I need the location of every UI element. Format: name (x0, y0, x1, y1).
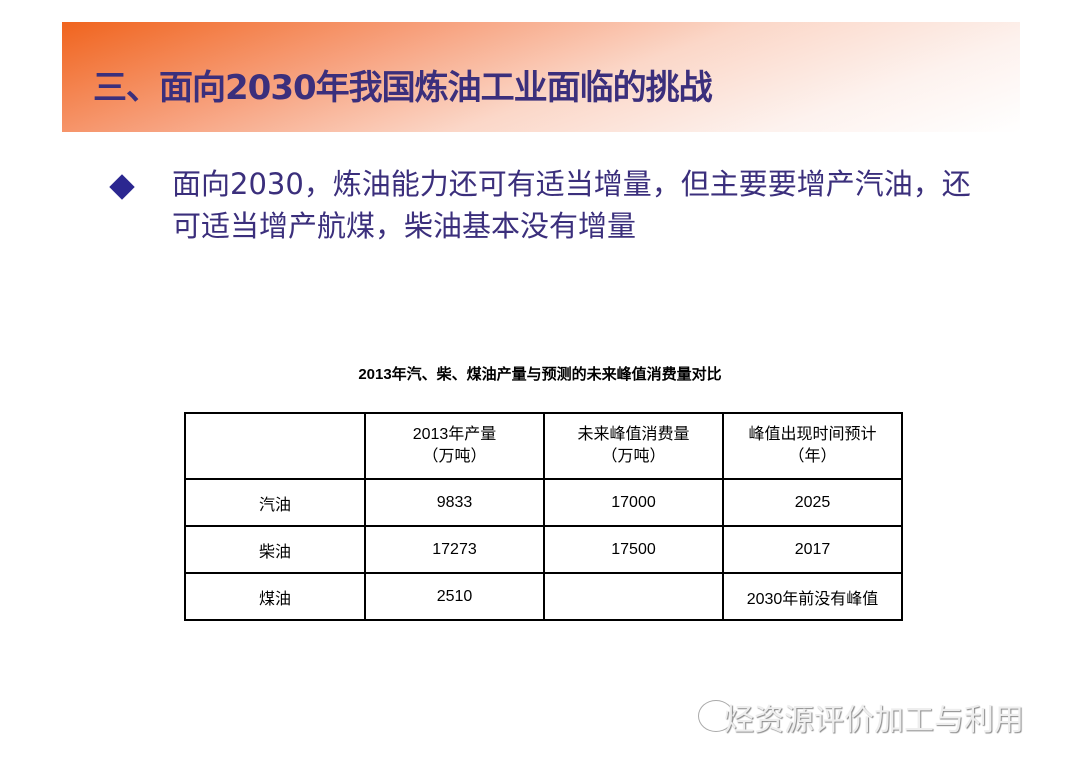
table-row: 汽油 9833 17000 2025 (184, 478, 903, 527)
slide-title: 三、面向2030年我国炼油工业面临的挑战 (93, 68, 713, 108)
row-label: 柴油 (184, 525, 366, 574)
table-header-row: 2013年产量 （万吨） 未来峰值消费量 （万吨） 峰值出现时间预计 （年） (184, 412, 903, 480)
table-cell: 2025 (722, 478, 903, 527)
table-row: 煤油 2510 2030年前没有峰值 (184, 572, 903, 621)
table-cell: 17273 (364, 525, 545, 574)
header-line: 未来峰值消费量 (577, 426, 690, 443)
title-banner (62, 22, 1020, 132)
comparison-table: 2013年产量 （万吨） 未来峰值消费量 （万吨） 峰值出现时间预计 （年） 汽油 9… (184, 412, 903, 621)
header-cell: 峰值出现时间预计 （年） (722, 412, 903, 480)
table-cell: 17000 (543, 478, 724, 527)
row-label: 煤油 (184, 572, 366, 621)
header-cell: 未来峰值消费量 （万吨） (543, 412, 724, 480)
header-cell: 2013年产量 （万吨） (364, 412, 545, 480)
diamond-bullet-icon (109, 174, 135, 200)
header-line: 2013年产量 (412, 426, 497, 443)
header-unit: （年） (788, 448, 837, 465)
table-cell: 2510 (364, 572, 545, 621)
header-unit: （万吨） (422, 448, 487, 465)
table-cell: 17500 (543, 525, 724, 574)
row-label: 汽油 (184, 478, 366, 527)
table-caption: 2013年汽、柴、煤油产量与预测的未来峰值消费量对比 (358, 366, 722, 383)
table-row: 柴油 17273 17500 2017 (184, 525, 903, 574)
wechat-icon (698, 700, 734, 732)
table-cell (543, 572, 724, 621)
bullet-text: 面向2030，炼油能力还可有适当增量，但主要要增产汽油，还可适当增产航煤，柴油基… (172, 167, 971, 243)
table-cell: 9833 (364, 478, 545, 527)
header-unit: （万吨） (601, 448, 666, 465)
header-cell (184, 412, 366, 480)
watermark: 烃资源评价加工与利用 (724, 703, 1024, 738)
table-cell: 2017 (722, 525, 903, 574)
header-line: 峰值出现时间预计 (748, 426, 877, 443)
table-cell: 2030年前没有峰值 (722, 572, 903, 621)
